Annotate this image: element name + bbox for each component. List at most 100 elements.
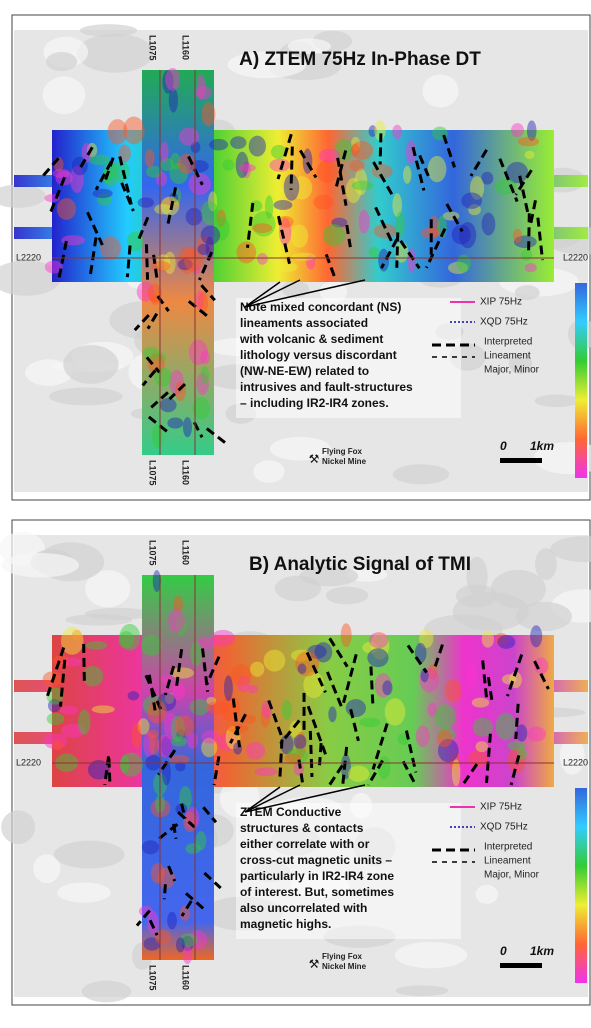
anomaly — [496, 713, 516, 741]
anomaly — [359, 718, 380, 728]
anomaly — [346, 699, 366, 717]
anomaly — [179, 128, 199, 146]
mine-label: Nickel Mine — [322, 457, 367, 466]
anomaly — [160, 398, 177, 412]
anomaly — [264, 650, 286, 672]
anomaly — [47, 713, 65, 725]
anomaly — [78, 709, 91, 734]
anomaly — [291, 224, 308, 247]
anomaly — [57, 198, 76, 220]
anomaly — [525, 263, 537, 272]
figure: A) ZTEM 75Hz In-Phase DTL1075L1160L1075L… — [0, 0, 591, 1023]
anomaly — [200, 351, 210, 365]
mine-label: Flying Fox — [322, 952, 363, 961]
anomaly — [155, 930, 172, 945]
line-label: L1160 — [181, 35, 191, 60]
anomaly — [313, 195, 333, 210]
anomaly — [128, 691, 140, 700]
anomaly — [248, 685, 259, 694]
line-label: L1160 — [181, 965, 191, 990]
terrain-shade — [2, 553, 79, 577]
scale-bar — [500, 458, 542, 463]
annotation: (NW-NE-EW) related to — [240, 364, 369, 378]
annotation: structures & contacts — [240, 821, 364, 835]
terrain-shade — [453, 592, 529, 631]
line-label: L1075 — [148, 35, 158, 61]
legend-label: Interpreted — [484, 337, 532, 348]
terrain-shade — [326, 587, 369, 605]
anomaly — [250, 662, 264, 677]
annotation: cross-cut magnetic units – — [240, 853, 392, 867]
anomaly — [108, 119, 128, 144]
line-label: L2220 — [563, 757, 588, 767]
lineament — [280, 740, 282, 778]
anomaly — [230, 136, 246, 149]
anomaly — [359, 210, 370, 234]
anomaly — [165, 68, 180, 91]
map-title: A) ZTEM 75Hz In-Phase DT — [239, 49, 481, 70]
anomaly — [167, 912, 177, 930]
anomaly — [201, 730, 219, 743]
terrain-shade — [77, 34, 153, 73]
mine-icon: ⚒ — [309, 452, 320, 466]
anomaly — [172, 683, 185, 701]
anomaly — [230, 664, 251, 686]
anomaly — [93, 189, 113, 198]
anomaly — [53, 655, 69, 667]
anomaly — [403, 166, 411, 184]
anomaly — [175, 715, 194, 736]
legend-label: XQD 75Hz — [480, 317, 528, 328]
scale-bar — [500, 963, 542, 968]
anomaly — [201, 200, 218, 225]
lineament — [146, 244, 147, 279]
annotation: – including IR2-IR4 zones. — [240, 396, 389, 410]
anomaly — [132, 722, 142, 748]
anomaly — [298, 663, 307, 674]
anomaly — [521, 249, 533, 261]
anomaly — [119, 624, 140, 651]
anomaly — [270, 159, 291, 172]
anomaly — [246, 742, 265, 760]
legend-label: Interpreted — [484, 842, 532, 853]
anomaly — [257, 253, 268, 265]
anomaly — [141, 635, 162, 655]
anomaly — [457, 255, 471, 273]
annotation: magnetic highs. — [240, 917, 331, 931]
anomaly — [176, 937, 185, 952]
terrain-shade — [82, 981, 131, 1003]
anomaly — [52, 740, 63, 750]
lineament — [371, 667, 373, 707]
anomaly — [513, 229, 523, 243]
anomaly — [202, 102, 216, 126]
anomaly — [186, 208, 203, 226]
anomaly — [252, 223, 272, 233]
anomaly — [145, 149, 155, 167]
color-bar — [575, 788, 587, 983]
anomaly — [149, 735, 159, 755]
anomaly — [249, 136, 266, 157]
anomaly — [190, 642, 202, 667]
anomaly — [271, 145, 287, 159]
legend-label: Major, Minor — [484, 365, 540, 376]
anomaly — [282, 700, 292, 720]
anomaly — [392, 125, 402, 140]
anomaly — [142, 840, 159, 854]
anomaly — [275, 262, 298, 272]
line-label: L1160 — [181, 540, 191, 565]
terrain-shade — [65, 614, 132, 625]
lineament — [84, 644, 85, 681]
mine-label: Flying Fox — [322, 447, 363, 456]
anomaly — [100, 236, 121, 260]
anomaly — [507, 741, 525, 751]
legend-label: XQD 75Hz — [480, 822, 528, 833]
annotation: lineaments associated — [240, 316, 368, 330]
anomaly — [369, 632, 389, 648]
anomaly — [147, 911, 158, 935]
anomaly — [61, 627, 84, 655]
lineament — [529, 213, 530, 255]
line-label: L1160 — [181, 460, 191, 485]
anomaly — [348, 766, 369, 782]
anomaly — [196, 831, 207, 850]
anomaly — [209, 139, 228, 151]
